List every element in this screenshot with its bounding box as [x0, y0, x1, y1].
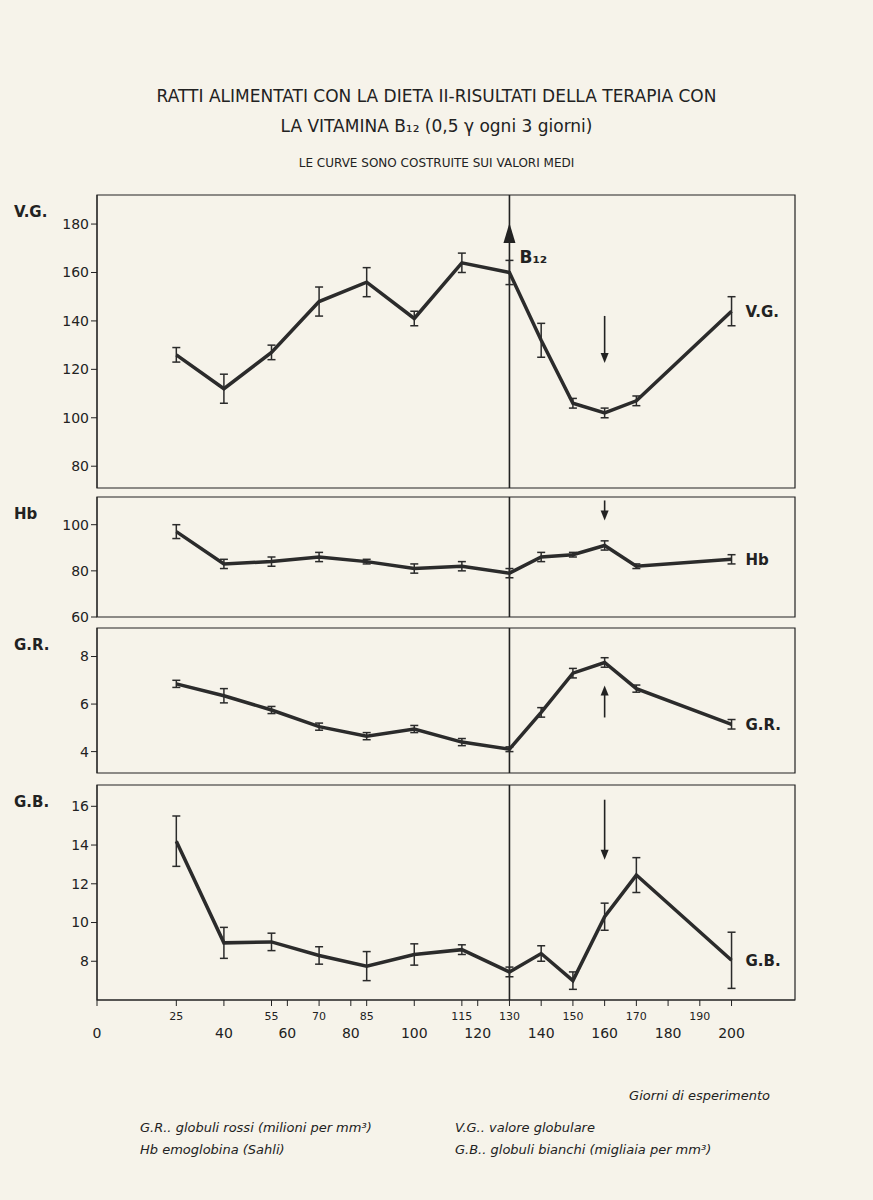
svg-text:190: 190: [689, 1010, 710, 1023]
html-text:RATTI ALIMENTATI CON LA DIETA: RATTI ALIMENTATI CON LA DIETA II-RISULTA…: [156, 86, 717, 106]
svg-text:170: 170: [626, 1010, 647, 1023]
svg-text:0: 0: [93, 1025, 102, 1041]
svg-text:80: 80: [71, 563, 89, 579]
svg-text:70: 70: [312, 1010, 326, 1023]
svg-text:160: 160: [591, 1025, 618, 1041]
svg-text:8: 8: [80, 953, 89, 969]
svg-text:G.R.: G.R.: [746, 716, 782, 734]
svg-text:80: 80: [342, 1025, 360, 1041]
html-text:Hb emoglobina (Sahli): Hb emoglobina (Sahli): [140, 1142, 285, 1157]
html-text:G.B.. globuli bianchi (migliai: G.B.. globuli bianchi (migliaia per mm³): [455, 1142, 712, 1157]
svg-text:60: 60: [71, 609, 89, 622]
svg-text:180: 180: [655, 1025, 682, 1041]
svg-text:115: 115: [451, 1010, 472, 1023]
html-text:G.B.: G.B.: [14, 793, 50, 811]
svg-text:120: 120: [464, 1025, 491, 1041]
svg-text:100: 100: [62, 517, 89, 533]
svg-text:12: 12: [71, 876, 89, 892]
svg-text:10: 10: [71, 914, 89, 930]
svg-text:100: 100: [401, 1025, 428, 1041]
svg-text:140: 140: [62, 313, 89, 329]
svg-text:180: 180: [62, 216, 89, 232]
svg-text:80: 80: [71, 458, 89, 474]
svg-text:120: 120: [62, 361, 89, 377]
svg-text:8: 8: [80, 648, 89, 664]
svg-text:150: 150: [562, 1010, 583, 1023]
svg-text:100: 100: [62, 410, 89, 426]
svg-text:85: 85: [360, 1010, 374, 1023]
svg-text:40: 40: [215, 1025, 233, 1041]
html-text:G.R.: G.R.: [14, 636, 50, 654]
html-text:LE CURVE SONO COSTRUITE SUI VA: LE CURVE SONO COSTRUITE SUI VALORI MEDI: [298, 156, 575, 170]
svg-text:6: 6: [80, 696, 89, 712]
html-text:LA VITAMINA B₁₂ (0,5 γ ogni 3: LA VITAMINA B₁₂ (0,5 γ ogni 3 giorni): [280, 116, 593, 136]
svg-text:14: 14: [71, 837, 89, 853]
html-text:V.G.. valore globulare: V.G.. valore globulare: [455, 1120, 595, 1135]
html-text:V.G.: V.G.: [14, 203, 48, 221]
svg-text:4: 4: [80, 744, 89, 760]
svg-text:200: 200: [718, 1025, 745, 1041]
svg-text:B₁₂: B₁₂: [519, 247, 547, 267]
html-text:Giorni di esperimento: Giorni di esperimento: [629, 1088, 770, 1103]
svg-text:160: 160: [62, 264, 89, 280]
svg-text:140: 140: [528, 1025, 555, 1041]
svg-text:Hb: Hb: [746, 551, 770, 569]
svg-text:16: 16: [71, 798, 89, 814]
svg-text:25: 25: [169, 1010, 183, 1023]
svg-text:55: 55: [265, 1010, 279, 1023]
svg-text:G.B.: G.B.: [746, 952, 781, 970]
html-text:G.R.. globuli rossi (milioni p: G.R.. globuli rossi (milioni per mm³): [140, 1120, 372, 1135]
svg-text:60: 60: [278, 1025, 296, 1041]
html-text:Hb: Hb: [14, 505, 38, 523]
svg-text:130: 130: [499, 1010, 520, 1023]
svg-text:V.G.: V.G.: [746, 303, 779, 321]
